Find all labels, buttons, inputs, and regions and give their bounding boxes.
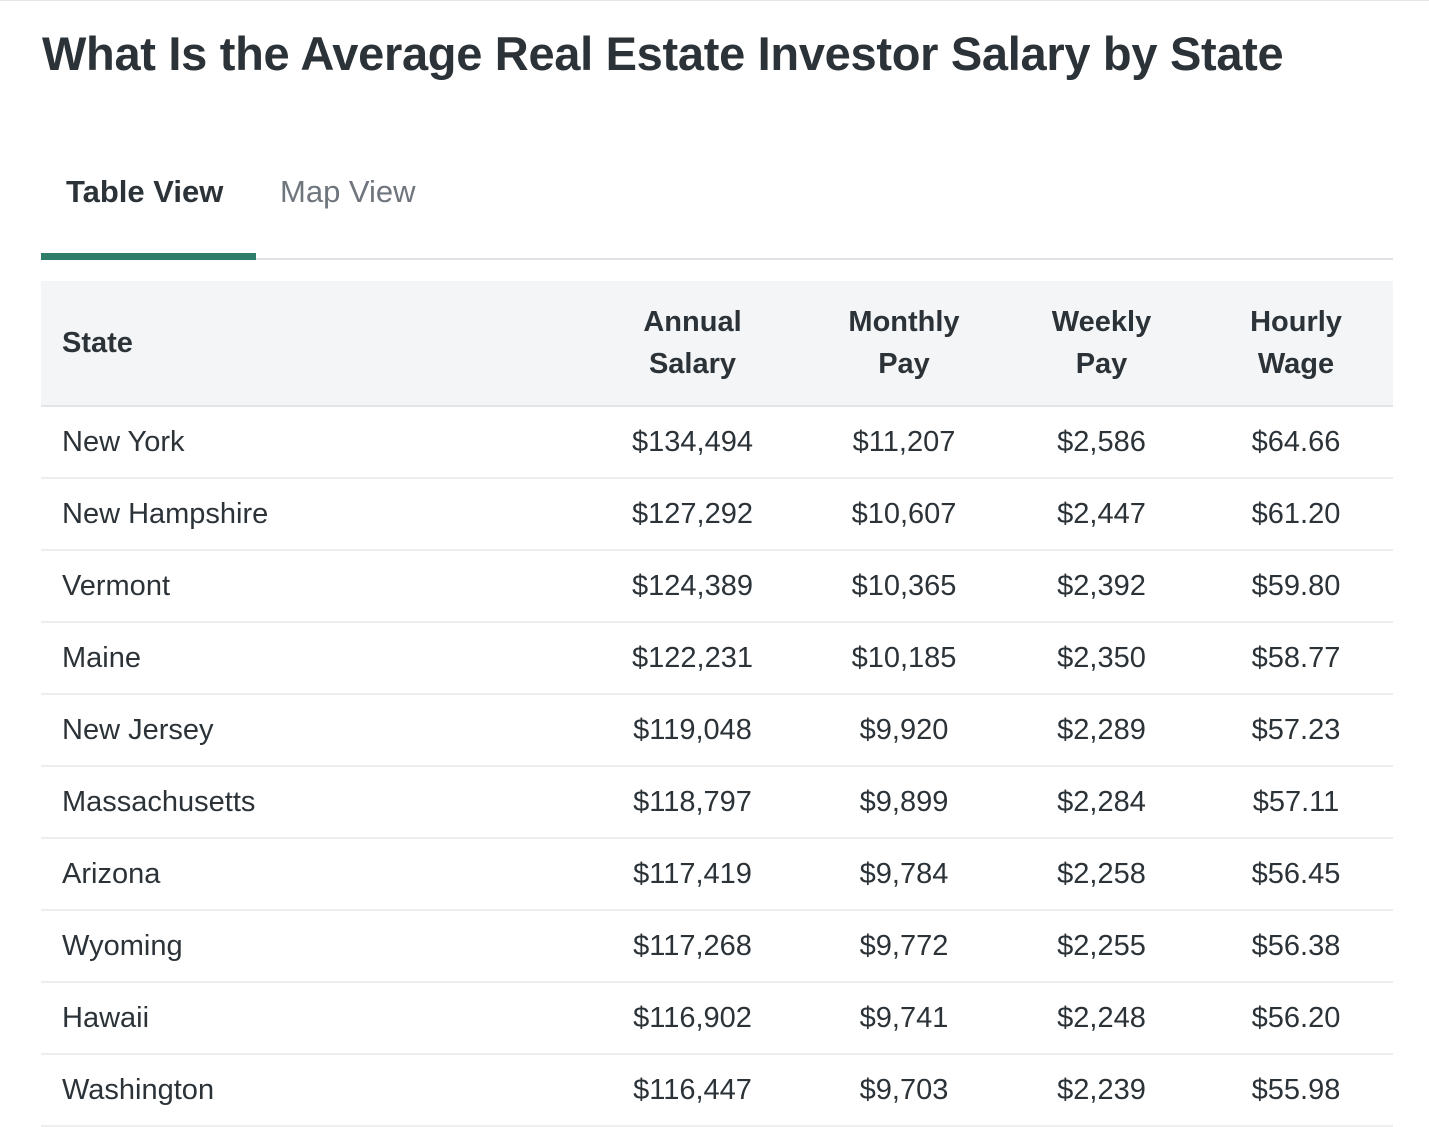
table-row: New Jersey $119,048 $9,920 $2,289 $57.23 xyxy=(41,694,1393,767)
header-weekly-line1: Weekly xyxy=(1051,306,1152,338)
cell-state: Wyoming xyxy=(41,910,581,983)
cell-annual-salary: $127,292 xyxy=(581,478,804,551)
header-monthly-line1: Monthly xyxy=(848,306,960,338)
table-row: New York $134,494 $11,207 $2,586 $64.66 xyxy=(41,406,1393,479)
cell-hourly-wage: $56.45 xyxy=(1199,838,1393,911)
salary-table: State Annual Salary Monthly Pay Weekly P… xyxy=(41,281,1393,1127)
header-state-label: State xyxy=(62,327,133,359)
table-row: Vermont $124,389 $10,365 $2,392 $59.80 xyxy=(41,550,1393,623)
header-monthly-pay: Monthly Pay xyxy=(804,281,1004,407)
header-state: State xyxy=(41,281,581,407)
top-divider xyxy=(0,0,1429,1)
cell-monthly-pay: $9,899 xyxy=(804,766,1004,839)
cell-hourly-wage: $58.77 xyxy=(1199,622,1393,695)
cell-hourly-wage: $61.20 xyxy=(1199,478,1393,551)
cell-state: New Hampshire xyxy=(41,478,581,551)
cell-hourly-wage: $56.38 xyxy=(1199,910,1393,983)
cell-state: Hawaii xyxy=(41,982,581,1055)
cell-state: Massachusetts xyxy=(41,766,581,839)
cell-state: Washington xyxy=(41,1054,581,1127)
table-row: Hawaii $116,902 $9,741 $2,248 $56.20 xyxy=(41,982,1393,1055)
cell-annual-salary: $124,389 xyxy=(581,550,804,623)
cell-weekly-pay: $2,586 xyxy=(1004,406,1199,479)
cell-hourly-wage: $55.98 xyxy=(1199,1054,1393,1127)
cell-monthly-pay: $10,607 xyxy=(804,478,1004,551)
cell-monthly-pay: $9,920 xyxy=(804,694,1004,767)
cell-state: New Jersey xyxy=(41,694,581,767)
cell-monthly-pay: $9,741 xyxy=(804,982,1004,1055)
cell-state: Arizona xyxy=(41,838,581,911)
cell-hourly-wage: $56.20 xyxy=(1199,982,1393,1055)
table-row: Washington $116,447 $9,703 $2,239 $55.98 xyxy=(41,1054,1393,1127)
header-hourly-line1: Hourly xyxy=(1250,306,1342,338)
cell-annual-salary: $118,797 xyxy=(581,766,804,839)
header-annual-line2: Salary xyxy=(648,348,737,380)
cell-monthly-pay: $9,772 xyxy=(804,910,1004,983)
cell-hourly-wage: $59.80 xyxy=(1199,550,1393,623)
cell-weekly-pay: $2,255 xyxy=(1004,910,1199,983)
cell-weekly-pay: $2,239 xyxy=(1004,1054,1199,1127)
cell-monthly-pay: $10,365 xyxy=(804,550,1004,623)
cell-weekly-pay: $2,350 xyxy=(1004,622,1199,695)
header-weekly-pay: Weekly Pay xyxy=(1004,281,1199,407)
cell-annual-salary: $119,048 xyxy=(581,694,804,767)
tab-map-view[interactable]: Map View xyxy=(280,174,416,209)
cell-monthly-pay: $11,207 xyxy=(804,406,1004,479)
cell-weekly-pay: $2,289 xyxy=(1004,694,1199,767)
header-hourly-line2: Wage xyxy=(1257,348,1335,380)
cell-weekly-pay: $2,284 xyxy=(1004,766,1199,839)
tab-table-view[interactable]: Table View xyxy=(66,174,224,209)
page-title: What Is the Average Real Estate Investor… xyxy=(42,27,1284,80)
header-hourly-wage: Hourly Wage xyxy=(1199,281,1393,407)
cell-annual-salary: $116,447 xyxy=(581,1054,804,1127)
header-monthly-line2: Pay xyxy=(878,348,930,380)
active-tab-indicator xyxy=(41,253,256,260)
cell-annual-salary: $134,494 xyxy=(581,406,804,479)
header-annual-line1: Annual xyxy=(643,306,742,338)
table-header-row: State Annual Salary Monthly Pay Weekly P… xyxy=(41,281,1393,407)
cell-annual-salary: $122,231 xyxy=(581,622,804,695)
table-row: Arizona $117,419 $9,784 $2,258 $56.45 xyxy=(41,838,1393,911)
cell-weekly-pay: $2,447 xyxy=(1004,478,1199,551)
cell-monthly-pay: $9,703 xyxy=(804,1054,1004,1127)
cell-state: New York xyxy=(41,406,581,479)
header-weekly-line2: Pay xyxy=(1075,348,1128,380)
cell-hourly-wage: $57.11 xyxy=(1199,766,1393,839)
cell-state: Maine xyxy=(41,622,581,695)
table-row: Wyoming $117,268 $9,772 $2,255 $56.38 xyxy=(41,910,1393,983)
table-row: New Hampshire $127,292 $10,607 $2,447 $6… xyxy=(41,478,1393,551)
cell-weekly-pay: $2,258 xyxy=(1004,838,1199,911)
table-row: Maine $122,231 $10,185 $2,350 $58.77 xyxy=(41,622,1393,695)
header-annual-salary: Annual Salary xyxy=(581,281,804,407)
table-row: Massachusetts $118,797 $9,899 $2,284 $57… xyxy=(41,766,1393,839)
cell-hourly-wage: $64.66 xyxy=(1199,406,1393,479)
cell-state: Vermont xyxy=(41,550,581,623)
view-tabs: Table View Map View xyxy=(41,150,1393,260)
cell-weekly-pay: $2,392 xyxy=(1004,550,1199,623)
cell-annual-salary: $117,419 xyxy=(581,838,804,911)
salary-table-container: State Annual Salary Monthly Pay Weekly P… xyxy=(41,281,1393,1127)
cell-annual-salary: $117,268 xyxy=(581,910,804,983)
cell-weekly-pay: $2,248 xyxy=(1004,982,1199,1055)
cell-annual-salary: $116,902 xyxy=(581,982,804,1055)
cell-monthly-pay: $9,784 xyxy=(804,838,1004,911)
cell-hourly-wage: $57.23 xyxy=(1199,694,1393,767)
cell-monthly-pay: $10,185 xyxy=(804,622,1004,695)
